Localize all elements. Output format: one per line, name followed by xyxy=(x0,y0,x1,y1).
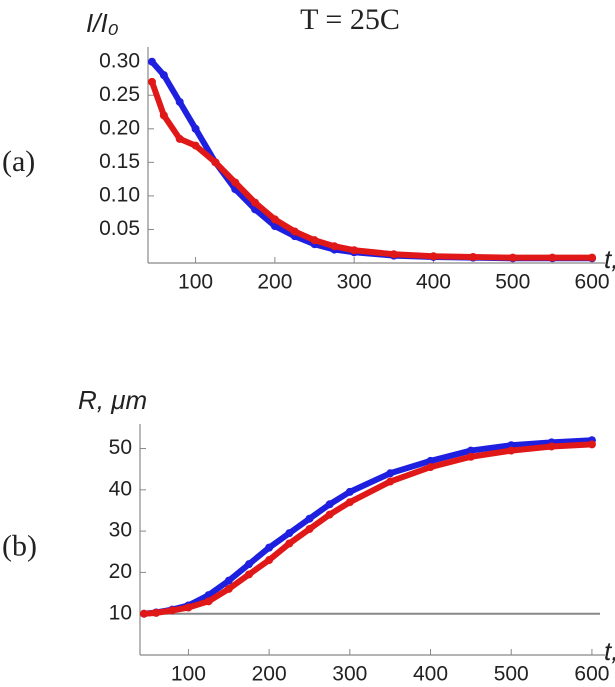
point xyxy=(466,446,475,455)
x-tick-label: 500 xyxy=(495,271,530,294)
x-tick-label: 100 xyxy=(178,271,213,294)
point xyxy=(175,97,184,106)
point xyxy=(285,529,294,538)
chart-title: T = 25C xyxy=(300,3,400,36)
x-tick-label: 400 xyxy=(416,271,451,294)
point xyxy=(270,215,279,224)
point xyxy=(184,603,193,612)
point xyxy=(147,77,156,86)
point xyxy=(325,500,334,509)
point xyxy=(265,556,274,565)
x-tick-label: 500 xyxy=(494,663,529,686)
point xyxy=(389,250,398,259)
point xyxy=(469,252,478,261)
point xyxy=(345,487,354,496)
point xyxy=(588,253,597,262)
point xyxy=(159,111,168,120)
point xyxy=(244,560,253,569)
point xyxy=(224,584,233,593)
y-tick-label: 30 xyxy=(109,519,132,542)
point xyxy=(251,198,260,207)
y-tick-label: 0.20 xyxy=(99,116,140,139)
x-tick-label: 600 xyxy=(575,271,610,294)
point xyxy=(305,514,314,523)
point xyxy=(285,539,294,548)
point xyxy=(508,253,517,262)
point xyxy=(231,178,240,187)
point xyxy=(244,570,253,579)
point xyxy=(587,440,596,449)
point xyxy=(168,606,177,615)
y-tick-label: 0.10 xyxy=(99,183,140,206)
panel-label: (a) xyxy=(2,145,35,178)
y-tick-label: 20 xyxy=(109,560,132,583)
point xyxy=(386,477,395,486)
x-tick-label: 300 xyxy=(332,663,367,686)
x-tick-label: 300 xyxy=(337,271,372,294)
point xyxy=(152,608,161,617)
point xyxy=(429,252,438,261)
point xyxy=(426,456,435,465)
y-axis-label: I/I₀ xyxy=(86,8,119,38)
panel-label: (b) xyxy=(2,529,37,562)
point xyxy=(325,510,334,519)
point xyxy=(175,134,184,143)
point xyxy=(310,236,319,245)
x-tick-label: 400 xyxy=(413,663,448,686)
y-tick-label: 40 xyxy=(109,477,132,500)
x-axis-label: t, τ₀⁻¹ xyxy=(604,244,615,274)
x-axis-label: t, τ₀⁻¹ xyxy=(604,636,615,666)
point xyxy=(147,57,156,66)
series-line xyxy=(143,437,593,617)
point xyxy=(386,469,395,478)
point xyxy=(211,158,220,167)
y-tick-label: 10 xyxy=(109,601,132,624)
point xyxy=(330,242,339,251)
y-tick-label: 50 xyxy=(109,436,132,459)
x-tick-label: 200 xyxy=(257,271,292,294)
x-tick-label: 600 xyxy=(574,663,609,686)
point xyxy=(290,227,299,236)
y-tick-label: 0.15 xyxy=(99,150,140,173)
point xyxy=(204,597,213,606)
point xyxy=(345,498,354,507)
point xyxy=(191,141,200,150)
point xyxy=(548,253,557,262)
point xyxy=(159,71,168,80)
point xyxy=(507,446,516,455)
x-tick-label: 100 xyxy=(171,663,206,686)
y-axis-label: R, μm xyxy=(78,385,147,415)
point xyxy=(305,525,314,534)
series-line xyxy=(143,441,593,617)
y-tick-label: 0.05 xyxy=(99,217,140,240)
point xyxy=(265,543,274,552)
point xyxy=(191,124,200,133)
y-tick-label: 0.25 xyxy=(99,83,140,106)
point xyxy=(350,246,359,255)
x-tick-label: 200 xyxy=(252,663,287,686)
point xyxy=(547,442,556,451)
point xyxy=(140,609,149,618)
point xyxy=(466,452,475,461)
point xyxy=(224,576,233,585)
point xyxy=(426,463,435,472)
y-tick-label: 0.30 xyxy=(99,49,140,72)
